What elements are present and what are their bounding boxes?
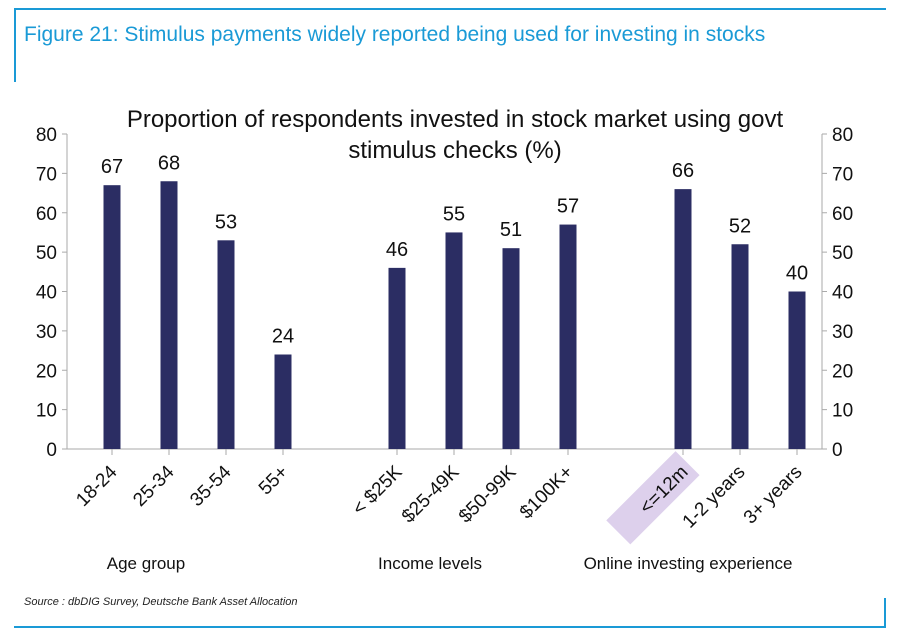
bar bbox=[731, 244, 749, 449]
y-tick-label-left: 30 bbox=[36, 322, 57, 343]
bar bbox=[274, 354, 292, 449]
bar bbox=[502, 248, 520, 449]
y-tick-label-right: 40 bbox=[832, 283, 853, 304]
bar-value-label: 52 bbox=[729, 215, 751, 237]
bar bbox=[388, 267, 406, 449]
x-tick-label: 55+ bbox=[255, 462, 293, 500]
frame-bottom-border bbox=[14, 626, 886, 628]
bar bbox=[217, 240, 235, 449]
bar bbox=[160, 181, 178, 449]
x-tick-label: $100K+ bbox=[516, 462, 578, 524]
chart-title-line: Proportion of respondents invested in st… bbox=[127, 106, 784, 133]
y-tick-label-left: 70 bbox=[36, 164, 57, 185]
y-tick-label-left: 10 bbox=[36, 401, 57, 422]
bar bbox=[103, 185, 121, 449]
bar-value-label: 24 bbox=[272, 326, 294, 348]
y-tick-label-right: 20 bbox=[832, 361, 853, 382]
y-tick-label-left: 0 bbox=[46, 440, 57, 461]
bar bbox=[674, 189, 692, 449]
bar bbox=[559, 224, 577, 449]
y-tick-label-right: 10 bbox=[832, 401, 853, 422]
y-tick-label-left: 20 bbox=[36, 361, 57, 382]
y-tick-label-right: 30 bbox=[832, 322, 853, 343]
bar-value-label: 40 bbox=[786, 263, 808, 285]
bar-value-label: 57 bbox=[557, 196, 579, 218]
bar-value-label: 51 bbox=[500, 219, 522, 241]
chart-title-line: stimulus checks (%) bbox=[348, 137, 561, 164]
x-tick-label: 3+ years bbox=[740, 462, 807, 529]
bar-value-label: 67 bbox=[101, 156, 123, 178]
bar-value-label: 53 bbox=[215, 211, 237, 233]
bar-value-label: 66 bbox=[672, 160, 694, 182]
bar-value-label: 46 bbox=[386, 239, 408, 261]
y-tick-label-right: 50 bbox=[832, 243, 853, 264]
y-tick-label-right: 70 bbox=[832, 164, 853, 185]
frame-left-border bbox=[14, 8, 16, 82]
y-tick-label-left: 50 bbox=[36, 243, 57, 264]
x-tick-label: 25-34 bbox=[129, 461, 179, 511]
bar bbox=[445, 232, 463, 449]
y-tick-label-left: 40 bbox=[36, 283, 57, 304]
y-tick-label-right: 80 bbox=[832, 125, 853, 146]
source-note: Source : dbDIG Survey, Deutsche Bank Ass… bbox=[24, 596, 298, 608]
y-tick-label-left: 80 bbox=[36, 125, 57, 146]
x-tick-label: $25-49K bbox=[398, 461, 464, 527]
y-tick-label-left: 60 bbox=[36, 204, 57, 225]
group-label: Online investing experience bbox=[584, 554, 793, 573]
y-tick-label-right: 0 bbox=[832, 440, 843, 461]
y-tick-label-right: 60 bbox=[832, 204, 853, 225]
x-tick-label: 35-54 bbox=[186, 461, 236, 511]
figure-title: Figure 21: Stimulus payments widely repo… bbox=[24, 23, 766, 46]
bar-value-label: 68 bbox=[158, 152, 180, 174]
bar-value-label: 55 bbox=[443, 203, 465, 225]
frame-right-border bbox=[884, 598, 886, 628]
x-tick-label: 18-24 bbox=[72, 461, 122, 511]
frame-top-border bbox=[14, 8, 886, 10]
x-tick-label: $50-99K bbox=[455, 461, 521, 527]
bar bbox=[788, 291, 806, 449]
x-tick-label: < $25K bbox=[349, 461, 407, 519]
group-label: Income levels bbox=[378, 554, 482, 573]
highlight-box bbox=[606, 451, 700, 545]
group-label: Age group bbox=[107, 554, 185, 573]
